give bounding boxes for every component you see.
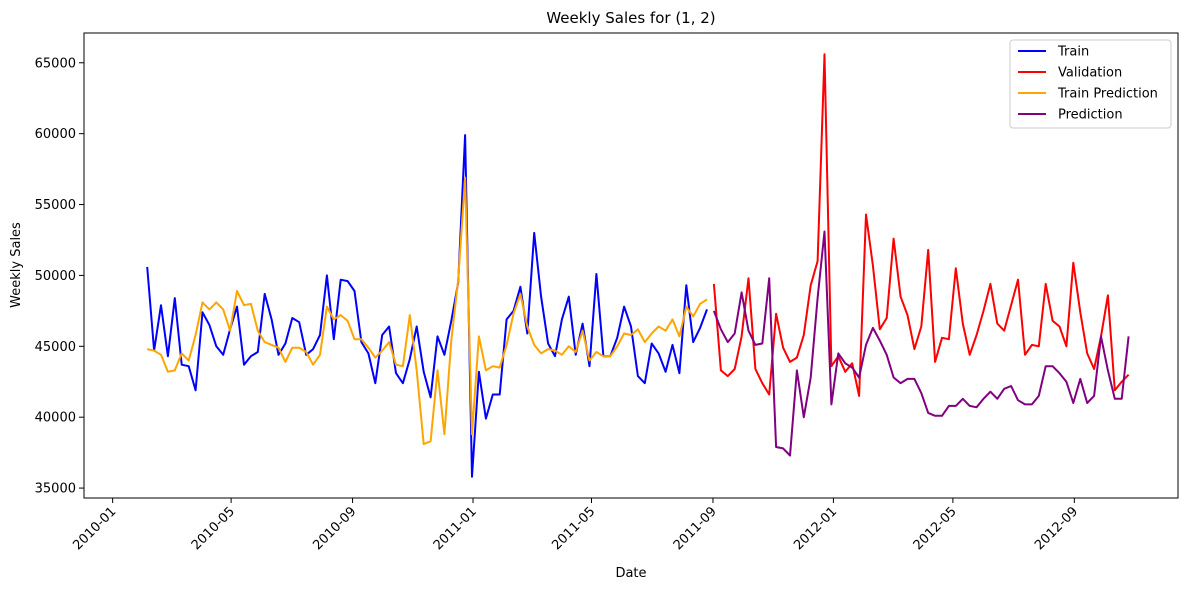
y-tick-label: 65000 <box>35 56 76 71</box>
x-axis-label: Date <box>615 566 646 581</box>
y-tick-label: 35000 <box>35 482 76 497</box>
x-tick-label: 2010-05 <box>189 504 238 553</box>
legend-box <box>1009 39 1172 129</box>
legend: Train Validation Train Prediction Predictio… <box>1009 39 1172 129</box>
y-tick-label: 60000 <box>35 127 76 142</box>
x-tick-label: 2010-09 <box>310 504 359 553</box>
plot-area-frame <box>83 32 1179 499</box>
series-layer <box>146 53 1130 478</box>
series-line-train <box>146 134 708 478</box>
x-tick-label: 2012-01 <box>791 504 840 553</box>
series-line-validation <box>712 53 1130 397</box>
chart-title: Weekly Sales for (1, 2) <box>546 9 715 27</box>
legend-label-train: Train <box>1057 45 1089 60</box>
y-tick-label: 45000 <box>35 340 76 355</box>
x-tick-label: 2011-05 <box>549 504 598 553</box>
series-line-train-prediction <box>146 176 708 446</box>
legend-label-validation: Validation <box>1058 66 1122 81</box>
y-tick-label: 50000 <box>35 269 76 284</box>
legend-label-train-prediction: Train Prediction <box>1057 87 1158 102</box>
x-tick-label: 2010-01 <box>70 504 119 553</box>
y-tick-label: 40000 <box>35 411 76 426</box>
x-tick-label: 2011-09 <box>671 504 720 553</box>
legend-label-prediction: Prediction <box>1058 108 1123 123</box>
x-tick-label: 2012-09 <box>1032 504 1081 553</box>
y-tick-label: 55000 <box>35 198 76 213</box>
y-axis: 35000 40000 45000 50000 55000 60000 65000 <box>35 56 84 497</box>
x-tick-label: 2011-01 <box>431 504 480 553</box>
x-tick-label: 2012-05 <box>911 504 960 553</box>
x-axis: 2010-01 2010-05 2010-09 2011-01 2011-05 2011-… <box>70 498 1081 553</box>
series-line-prediction <box>712 230 1130 457</box>
y-axis-label: Weekly Sales <box>9 222 24 308</box>
